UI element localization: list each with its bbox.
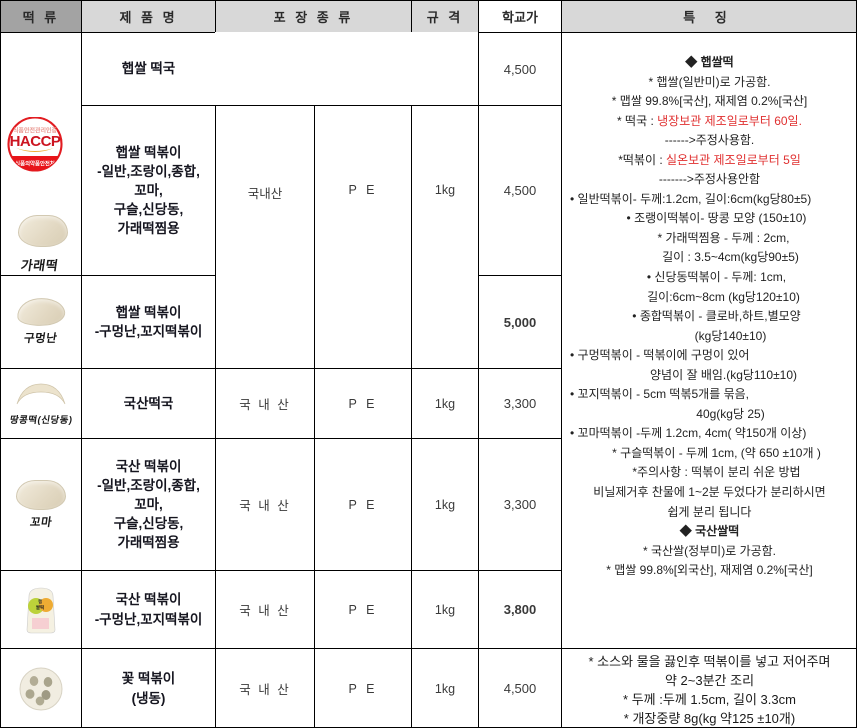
svg-text:식품의약품안전처: 식품의약품안전처 xyxy=(15,159,55,167)
svg-text:HACCP: HACCP xyxy=(10,133,61,150)
svg-text:쌀떡: 쌀떡 xyxy=(36,604,44,611)
svg-text:햅: 햅 xyxy=(38,598,42,605)
